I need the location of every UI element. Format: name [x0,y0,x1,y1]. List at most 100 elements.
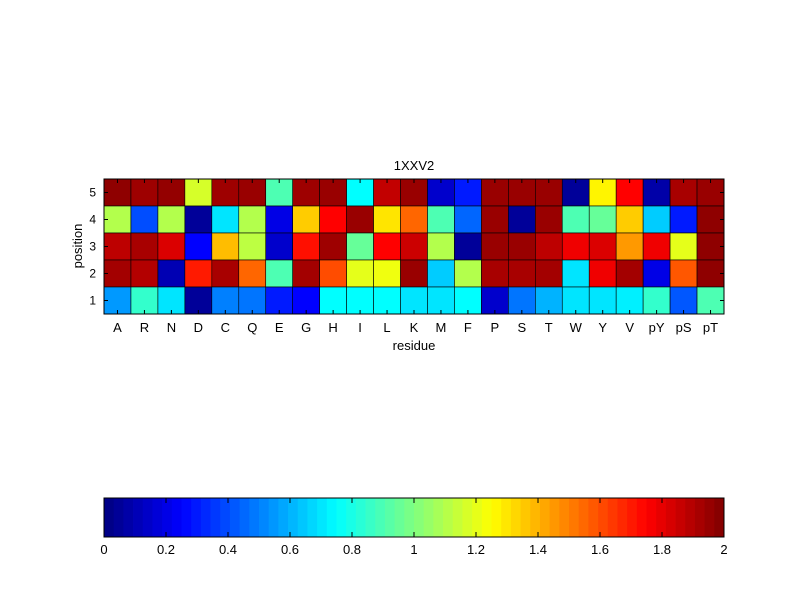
heatmap-cell [535,205,563,234]
colorbar-segment [404,498,415,537]
heatmap-cell [265,232,293,261]
heatmap-cell [400,259,428,288]
colorbar-segment [171,498,182,537]
x-tick-label: F [464,320,472,335]
heatmap-cell [346,259,374,288]
heatmap-cell [535,286,563,315]
colorbar-segment [229,498,241,537]
heatmap-cell [103,286,132,315]
colorbar-segment [249,498,260,537]
colorbar-segment [685,498,696,537]
x-tick-label: S [517,320,526,335]
heatmap-cell [508,232,536,261]
heatmap-cell [211,232,240,261]
heatmap-cell [669,232,698,261]
x-tick-label: R [140,320,149,335]
heatmap-cell [373,286,401,315]
x-tick-label: E [275,320,284,335]
x-axis-label: residue [393,338,436,353]
colorbar-segment [423,498,434,537]
heatmap-cell [373,232,401,261]
colorbar-segment [598,498,609,537]
heatmap-cell [454,205,482,234]
heatmap-cells [103,178,725,315]
heatmap-cell [588,205,617,234]
colorbar-tick-label: 0.2 [157,542,175,557]
heatmap-cell [427,259,455,288]
heatmap-cell [642,259,671,288]
heatmap-cell [561,286,590,315]
colorbar-segment [704,498,715,537]
colorbar-segment [210,498,221,537]
colorbar-segment [355,498,366,537]
heatmap-cell [481,178,509,207]
y-tick-label: 4 [89,213,96,227]
colorbar-segment [636,498,647,537]
heatmap-cell [103,232,132,261]
heatmap-cell [669,178,698,207]
colorbar-tick-label: 1.8 [653,542,671,557]
heatmap-cell [238,232,267,261]
colorbar-segment [646,498,657,537]
heatmap-cell [265,286,293,315]
colorbar-segment [694,498,706,537]
heatmap-cell [669,286,698,315]
heatmap-cell [696,205,725,234]
colorbar-segment [462,498,473,537]
colorbar-tick-label: 0 [100,542,107,557]
heatmap-cell [184,178,213,207]
heatmap-cell [400,205,428,234]
heatmap-cell [696,259,725,288]
colorbar-segment [501,498,512,537]
heatmap-cell [373,205,401,234]
heatmap-cell [238,178,267,207]
colorbar-segment [627,498,638,537]
x-tick-label: K [410,320,419,335]
heatmap-cell [400,232,428,261]
heatmap-cell [373,178,401,207]
heatmap-cell [238,259,267,288]
colorbar-segment [539,498,551,537]
colorbar-segment [113,498,124,537]
heatmap-cell [669,259,698,288]
colorbar-segment [472,498,483,537]
heatmap-cell [561,232,590,261]
colorbar-segment [656,498,667,537]
heatmap-cell [319,205,347,234]
heatmap-cell [103,205,132,234]
heatmap-cell [319,232,347,261]
heatmap-cell [157,259,186,288]
y-tick-label: 1 [89,294,96,308]
heatmap-cell [535,232,563,261]
heatmap-cell [400,286,428,315]
colorbar [104,498,725,537]
heatmap-cell [265,178,293,207]
colorbar-segment [665,498,676,537]
colorbar-segment [549,498,560,537]
heatmap-cell [184,286,213,315]
x-tick-label: Q [247,320,257,335]
chart-title: 1XXV2 [394,158,434,173]
colorbar-segment [200,498,211,537]
colorbar-segment [152,498,163,537]
colorbar-segment [617,498,628,537]
colorbar-segment [559,498,570,537]
heatmap-cell [184,232,213,261]
heatmap-cell [561,259,590,288]
colorbar-tick-label: 1 [410,542,417,557]
heatmap-cell [696,232,725,261]
heatmap-cell [292,232,320,261]
colorbar-segment [239,498,250,537]
heatmap-cell [319,178,347,207]
colorbar-segment [569,498,580,537]
heatmap-cell [103,259,132,288]
y-axis-label: position [70,224,85,269]
colorbar-tick-label: 0.4 [219,542,237,557]
heatmap-cell [130,286,159,315]
colorbar-tick-label: 1.2 [467,542,485,557]
x-tick-label: C [221,320,230,335]
heatmap-cell [400,178,428,207]
heatmap-cell [481,286,509,315]
colorbar-segment [123,498,134,537]
